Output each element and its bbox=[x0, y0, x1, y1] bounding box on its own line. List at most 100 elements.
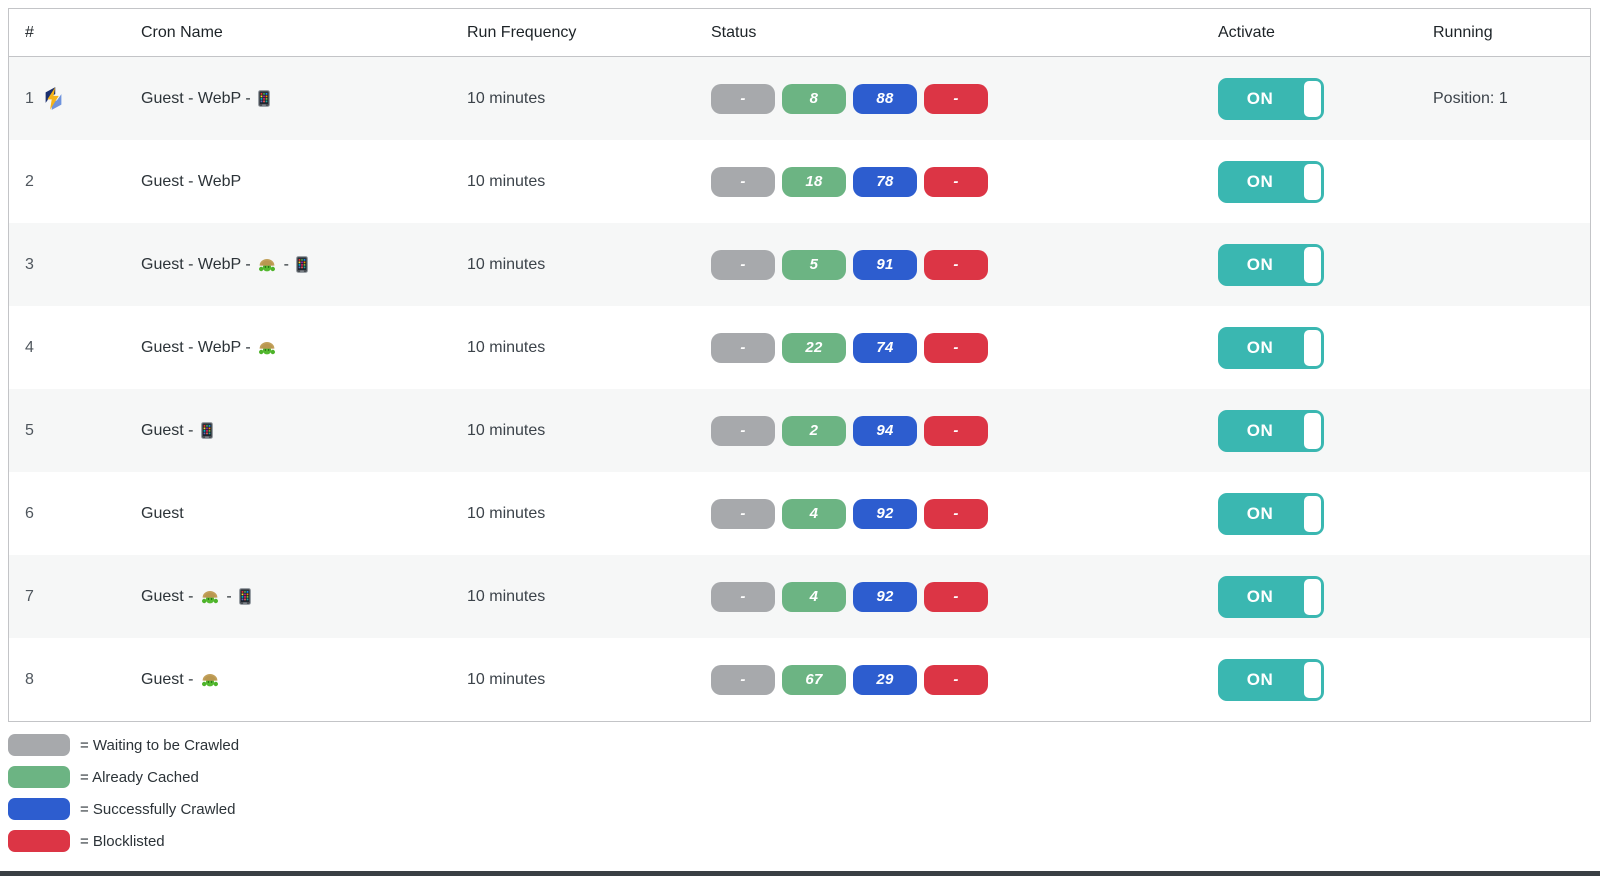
toggle-on-label: ON bbox=[1246, 254, 1274, 274]
toggle-knob bbox=[1304, 329, 1321, 366]
table-row: 4 Guest - WebP - 10 minutes - 22 74 - ON bbox=[9, 306, 1590, 389]
activate-cell: ON bbox=[1218, 160, 1433, 203]
phone-emoji bbox=[258, 90, 271, 107]
cached-badge: 4 bbox=[782, 581, 846, 612]
row-number: 7 bbox=[25, 587, 34, 605]
row-number-cell: 1 bbox=[25, 86, 141, 111]
legend-color-pill bbox=[8, 766, 70, 788]
toggle-knob bbox=[1304, 661, 1321, 698]
legend-label: = Already Cached bbox=[80, 768, 199, 786]
crawled-badge: 91 bbox=[853, 249, 917, 280]
legend-label: = Successfully Crawled bbox=[80, 800, 236, 818]
legend-item: = Successfully Crawled bbox=[8, 798, 239, 820]
cron-name: Guest - WebP - bbox=[141, 339, 467, 357]
status-badges: - 4 92 - bbox=[711, 581, 1218, 612]
toggle-knob bbox=[1304, 495, 1321, 532]
activate-cell: ON bbox=[1218, 326, 1433, 369]
cached-badge: 2 bbox=[782, 415, 846, 446]
status-badges: - 22 74 - bbox=[711, 332, 1218, 363]
activate-toggle[interactable]: ON bbox=[1218, 492, 1324, 535]
cron-name: Guest bbox=[141, 505, 467, 523]
activate-cell: ON bbox=[1218, 575, 1433, 618]
row-number-cell: 4 bbox=[25, 339, 141, 357]
cron-name: Guest - - bbox=[141, 588, 467, 606]
row-number-cell: 5 bbox=[25, 422, 141, 440]
column-header-activate: Activate bbox=[1218, 23, 1275, 41]
table-row: 5 Guest - 10 minutes - 2 94 - ON bbox=[9, 389, 1590, 472]
activate-toggle[interactable]: ON bbox=[1218, 658, 1324, 701]
activate-toggle[interactable]: ON bbox=[1218, 77, 1324, 120]
activate-toggle[interactable]: ON bbox=[1218, 409, 1324, 452]
cached-badge: 67 bbox=[782, 664, 846, 695]
turtle-emoji bbox=[258, 340, 276, 355]
phone-emoji bbox=[200, 422, 213, 439]
row-number: 5 bbox=[25, 421, 34, 439]
cron-name: Guest - WebP bbox=[141, 173, 467, 191]
crawler-cron-table: # Cron Name Run Frequency Status Activat… bbox=[8, 8, 1591, 722]
cron-name-text: Guest - WebP - bbox=[141, 255, 256, 273]
run-frequency: 10 minutes bbox=[467, 338, 546, 356]
row-number: 8 bbox=[25, 670, 34, 688]
cron-name-text: Guest - WebP - bbox=[141, 89, 256, 107]
toggle-knob bbox=[1304, 80, 1321, 117]
legend-color-pill bbox=[8, 734, 70, 756]
activate-cell: ON bbox=[1218, 77, 1433, 120]
toggle-on-label: ON bbox=[1246, 171, 1274, 191]
column-header-number: # bbox=[25, 23, 34, 41]
cron-name: Guest - bbox=[141, 671, 467, 689]
activate-toggle[interactable]: ON bbox=[1218, 160, 1324, 203]
run-frequency: 10 minutes bbox=[467, 89, 546, 107]
crawled-badge: 92 bbox=[853, 498, 917, 529]
cron-name-text: - bbox=[221, 587, 237, 605]
table-row: 7 Guest - - 10 minutes - 4 92 - ON bbox=[9, 555, 1590, 638]
turtle-emoji bbox=[258, 257, 276, 272]
waiting-badge: - bbox=[711, 83, 775, 114]
toggle-knob bbox=[1304, 412, 1321, 449]
toggle-on-label: ON bbox=[1246, 420, 1274, 440]
bottom-edge-bar bbox=[0, 871, 1600, 876]
run-frequency: 10 minutes bbox=[467, 670, 546, 688]
activate-cell: ON bbox=[1218, 492, 1433, 535]
table-row: 1 Guest - WebP - 10 minutes - 8 88 - ON … bbox=[9, 57, 1590, 140]
status-legend: = Waiting to be Crawled = Already Cached… bbox=[8, 734, 239, 862]
activate-toggle[interactable]: ON bbox=[1218, 575, 1324, 618]
legend-item: = Waiting to be Crawled bbox=[8, 734, 239, 756]
status-badges: - 4 92 - bbox=[711, 498, 1218, 529]
blocklisted-badge: - bbox=[924, 166, 988, 197]
activate-toggle[interactable]: ON bbox=[1218, 243, 1324, 286]
row-number: 1 bbox=[25, 89, 34, 107]
toggle-on-label: ON bbox=[1246, 586, 1274, 606]
toggle-on-label: ON bbox=[1246, 669, 1274, 689]
waiting-badge: - bbox=[711, 166, 775, 197]
status-badges: - 67 29 - bbox=[711, 664, 1218, 695]
waiting-badge: - bbox=[711, 498, 775, 529]
cron-name: Guest - WebP - - bbox=[141, 256, 467, 274]
table-row: 6 Guest 10 minutes - 4 92 - ON bbox=[9, 472, 1590, 555]
column-header-status: Status bbox=[711, 23, 757, 41]
toggle-knob bbox=[1304, 163, 1321, 200]
waiting-badge: - bbox=[711, 664, 775, 695]
status-badges: - 2 94 - bbox=[711, 415, 1218, 446]
row-number-cell: 6 bbox=[25, 505, 141, 523]
phone-emoji bbox=[239, 588, 252, 605]
blocklisted-badge: - bbox=[924, 415, 988, 446]
row-number: 4 bbox=[25, 338, 34, 356]
blocklisted-badge: - bbox=[924, 498, 988, 529]
activate-toggle[interactable]: ON bbox=[1218, 326, 1324, 369]
toggle-on-label: ON bbox=[1246, 88, 1274, 108]
status-badges: - 18 78 - bbox=[711, 166, 1218, 197]
litespeed-runner-icon bbox=[43, 86, 64, 111]
cached-badge: 5 bbox=[782, 249, 846, 280]
crawled-badge: 94 bbox=[853, 415, 917, 446]
row-number-cell: 8 bbox=[25, 671, 141, 689]
waiting-badge: - bbox=[711, 332, 775, 363]
row-number-cell: 2 bbox=[25, 173, 141, 191]
waiting-badge: - bbox=[711, 249, 775, 280]
blocklisted-badge: - bbox=[924, 581, 988, 612]
cron-name-text: Guest - bbox=[141, 670, 198, 688]
cron-name: Guest - bbox=[141, 422, 467, 440]
legend-item: = Already Cached bbox=[8, 766, 239, 788]
waiting-badge: - bbox=[711, 415, 775, 446]
activate-cell: ON bbox=[1218, 658, 1433, 701]
